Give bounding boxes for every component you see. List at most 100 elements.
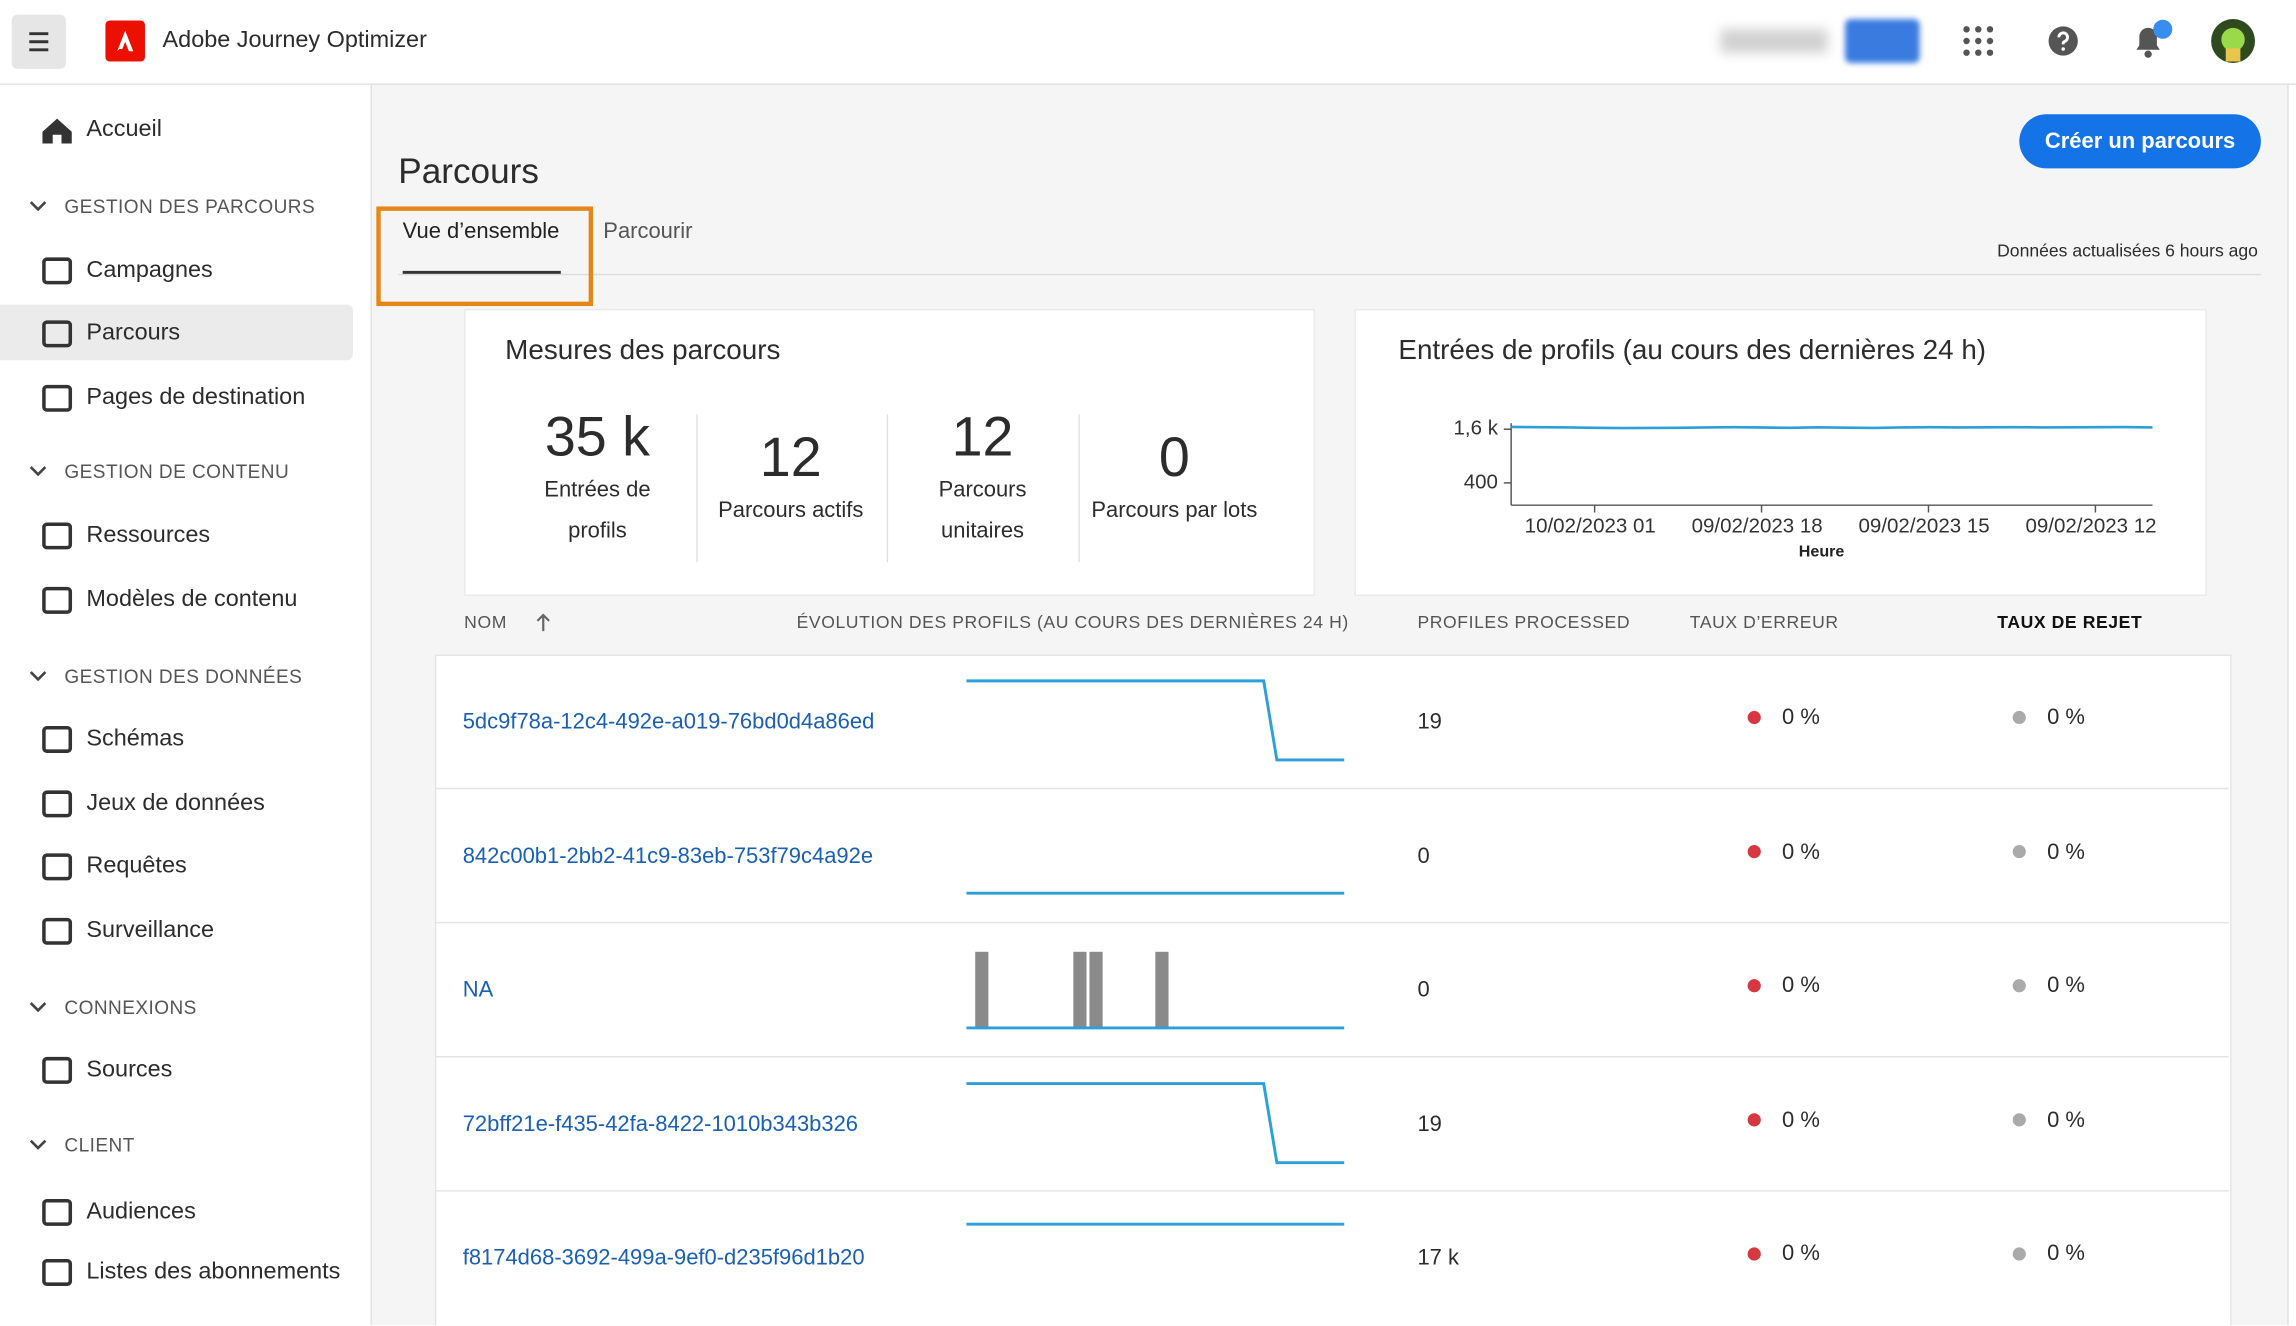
error-rate: 0 % (1782, 705, 1820, 730)
notifications-icon[interactable] (2129, 18, 2176, 62)
nav-item[interactable]: Ressources (86, 522, 211, 548)
x-tick-label: 09/02/2023 12 (2025, 515, 2156, 538)
profiles-processed: 17 k (1417, 1245, 1459, 1271)
adobe-logo[interactable] (105, 20, 145, 62)
column-header: PROFILES PROCESSED (1417, 612, 1631, 633)
journey-name[interactable]: NA (462, 977, 494, 1003)
apps-icon[interactable] (1959, 22, 1997, 60)
nav-icon (42, 1259, 73, 1286)
nav-selected (0, 304, 353, 361)
chart-card (1354, 308, 2207, 596)
error-rate: 0 % (1782, 1241, 1820, 1267)
metric-label: Entrées de profils (544, 477, 651, 544)
nav-item[interactable]: Sources (86, 1057, 173, 1083)
nav-icon (42, 1198, 73, 1226)
nav-icon (42, 522, 73, 550)
nav-item[interactable]: Modèles de contenu (86, 587, 298, 613)
error-rate: 0 % (1782, 973, 1820, 999)
nav-item[interactable]: Requêtes (86, 853, 187, 879)
journey-name[interactable]: 5dc9f78a-12c4-492e-a019-76bd0d4a86ed (462, 709, 875, 735)
spark-bar (1089, 951, 1103, 1028)
metric-label: Parcours par lots (1091, 497, 1258, 523)
section-chevron (29, 201, 47, 212)
reject-dot (2012, 1247, 2026, 1261)
metric-value: 12 (951, 407, 1014, 469)
nav-icon (42, 725, 73, 753)
nav-item[interactable]: Schémas (86, 726, 185, 752)
y-tick-label: 1,6 k (1454, 417, 1499, 440)
metric-value: 0 (1158, 427, 1190, 490)
metric: 12 Parcours actifs (696, 398, 886, 559)
chart-title: Entrées de profils (au cours des dernièr… (1398, 335, 1987, 367)
nav-item[interactable]: Parcours (86, 320, 181, 346)
reject-dot (2012, 845, 2026, 859)
home-icon (42, 118, 72, 144)
tab-browse[interactable]: Parcourir (603, 218, 693, 244)
nav-icon (42, 917, 73, 945)
nav-item[interactable]: Accueil (86, 117, 162, 143)
nav-icon (42, 384, 73, 412)
metrics-card (464, 308, 1315, 596)
nav-item[interactable]: Listes des abonnements (86, 1259, 341, 1285)
metric: 12 Parcours unitaires (909, 398, 1055, 559)
metric-label: Parcours unitaires (938, 477, 1027, 544)
nav-section[interactable]: GESTION DES PARCOURS (64, 195, 316, 218)
nav-section[interactable]: GESTION DES DONNÉES (64, 665, 303, 688)
metric: 0 Parcours par lots (1079, 398, 1269, 559)
sparkline (966, 679, 1345, 762)
error-dot (1747, 1247, 1761, 1261)
section-chevron (29, 1002, 47, 1013)
help-icon[interactable] (2047, 25, 2079, 57)
blurred-sandbox[interactable] (1845, 19, 1920, 63)
journey-name[interactable]: f8174d68-3692-499a-9ef0-d235f96d1b20 (462, 1245, 865, 1271)
nav-icon (42, 853, 73, 881)
nav-item[interactable]: Campagnes (86, 257, 213, 283)
journey-name[interactable]: 842c00b1-2bb2-41c9-83eb-753f79c4a92e (462, 843, 874, 869)
nav-item[interactable]: Audiences (86, 1199, 196, 1225)
logo-glyph (117, 30, 134, 52)
profiles-processed: 0 (1417, 843, 1430, 869)
highlight-box (376, 206, 594, 307)
journey-name[interactable]: 72bff21e-f435-42fa-8422-1010b343b326 (462, 1111, 859, 1137)
profiles-processed: 0 (1417, 977, 1430, 1003)
error-dot (1747, 710, 1761, 725)
reject-dot (2012, 979, 2026, 993)
create-button[interactable]: Créer un parcours (2019, 114, 2261, 169)
section-chevron (29, 671, 47, 682)
metric-label: Parcours actifs (718, 497, 864, 523)
tabs-divider (398, 273, 2261, 276)
nav-section[interactable]: CONNEXIONS (64, 996, 197, 1019)
nav-icon (42, 790, 73, 818)
column-header[interactable]: NOM (464, 612, 507, 633)
y-tick-label: 400 (1464, 470, 1498, 493)
metric-value: 12 (759, 427, 822, 490)
reject-dot (2012, 710, 2026, 725)
x-tick-label: 10/02/2023 01 (1525, 515, 1656, 538)
nav-icon (42, 586, 73, 614)
tab-overview[interactable]: Vue d’ensemble (402, 218, 560, 244)
menu-button[interactable] (11, 14, 66, 69)
column-header: ÉVOLUTION DES PROFILS (AU COURS DES DERN… (796, 612, 1349, 633)
nav-item[interactable]: Pages de destination (86, 385, 306, 411)
app-name[interactable]: Adobe Journey Optimizer (162, 27, 427, 53)
reject-rate: 0 % (2047, 705, 2085, 730)
nav-section[interactable]: GESTION DE CONTENU (64, 460, 290, 483)
nav-item[interactable]: Surveillance (86, 918, 215, 944)
error-rate: 0 % (1782, 839, 1820, 865)
avatar[interactable] (2211, 19, 2256, 63)
column-header: TAUX D’ERREUR (1689, 612, 1839, 633)
reject-rate: 0 % (2047, 1241, 2085, 1267)
x-axis-label: Heure (1799, 542, 1845, 560)
nav-section[interactable]: CLIENT (64, 1134, 135, 1157)
error-dot (1747, 979, 1761, 993)
x-tick-label: 09/02/2023 15 (1859, 515, 1990, 538)
tab-underline (402, 270, 561, 274)
nav-icon (42, 257, 73, 285)
nav-item[interactable]: Jeux de données (86, 790, 265, 816)
blurred-org[interactable] (1720, 29, 1828, 53)
spark-bar (975, 951, 989, 1028)
spark-bar (1073, 951, 1087, 1028)
right-edge (2287, 84, 2296, 1326)
